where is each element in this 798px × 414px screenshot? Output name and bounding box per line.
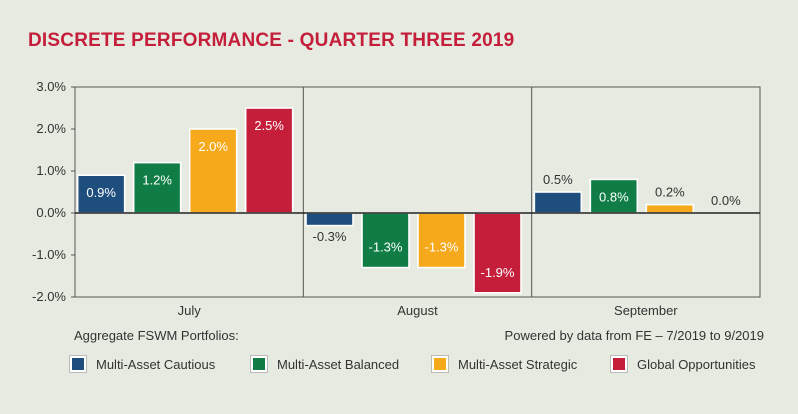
- bar-data-label: 0.9%: [86, 185, 116, 200]
- bar: [76, 174, 126, 214]
- bar: [132, 161, 182, 214]
- y-tick-label: 1.0%: [36, 163, 66, 178]
- bar-data-label: 0.0%: [711, 193, 741, 208]
- legend-item-cautious: Multi-Asset Cautious: [70, 356, 215, 372]
- bar: [645, 203, 695, 214]
- chart-title: DISCRETE PERFORMANCE - QUARTER THREE 201…: [28, 30, 515, 51]
- bar: [244, 107, 294, 214]
- legend-swatch-balanced: [251, 356, 267, 372]
- x-category-label: August: [397, 303, 438, 318]
- bar: [305, 212, 354, 227]
- legend-label-strategic: Multi-Asset Strategic: [458, 356, 578, 372]
- bar: [589, 178, 639, 214]
- y-tick-label: 2.0%: [36, 121, 66, 136]
- bar-data-label: 2.5%: [254, 118, 284, 133]
- bar-data-label: -0.3%: [313, 229, 347, 244]
- legend-item-global: Global Opportunities: [611, 356, 756, 372]
- y-tick-label: 0.0%: [36, 205, 66, 220]
- legend-swatch-global: [611, 356, 627, 372]
- y-tick-label: -2.0%: [32, 289, 66, 304]
- data-source-note: Powered by data from FE – 7/2019 to 9/20…: [504, 328, 764, 343]
- y-tick-label: 3.0%: [36, 79, 66, 94]
- chart-legend: Multi-Asset Cautious Multi-Asset Balance…: [70, 356, 790, 374]
- bar-data-label: 0.2%: [655, 185, 685, 200]
- bar: [188, 128, 238, 214]
- legend-swatch-strategic: [432, 356, 448, 372]
- bar: [361, 212, 410, 269]
- legend-item-strategic: Multi-Asset Strategic: [432, 356, 577, 372]
- legend-label-cautious: Multi-Asset Cautious: [96, 356, 216, 372]
- bar-data-label: -1.9%: [481, 265, 515, 280]
- bar-data-label: 0.8%: [599, 189, 629, 204]
- bar: [417, 212, 466, 269]
- y-tick-label: -1.0%: [32, 247, 66, 262]
- aggregate-portfolios-note: Aggregate FSWM Portfolios:: [74, 328, 239, 343]
- bar-data-label: -1.3%: [369, 240, 403, 255]
- plot-frame: [74, 86, 761, 298]
- legend-item-balanced: Multi-Asset Balanced: [251, 356, 399, 372]
- bar: [533, 191, 583, 214]
- bar-data-label: 2.0%: [198, 139, 228, 154]
- x-category-label: September: [614, 303, 678, 318]
- bar-data-label: 1.2%: [142, 173, 172, 188]
- legend-label-balanced: Multi-Asset Balanced: [277, 356, 400, 372]
- x-category-label: July: [178, 303, 202, 318]
- bar: [473, 212, 522, 294]
- bar-data-label: 0.5%: [543, 172, 573, 187]
- legend-label-global: Global Opportunities: [637, 356, 756, 372]
- legend-swatch-cautious: [70, 356, 86, 372]
- bar-data-label: -1.3%: [425, 240, 459, 255]
